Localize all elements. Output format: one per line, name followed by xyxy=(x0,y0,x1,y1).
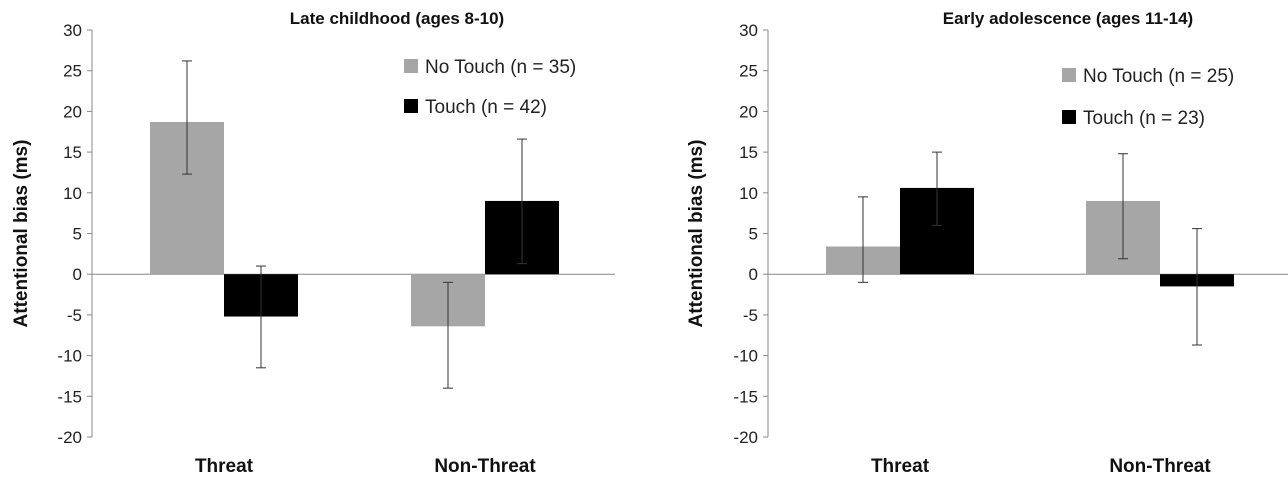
y-tick-label: -20 xyxy=(57,428,82,447)
category-label: Threat xyxy=(195,456,254,477)
category-label: Non-Threat xyxy=(1109,456,1211,477)
category-label: Threat xyxy=(871,456,930,477)
y-tick-label: 5 xyxy=(73,225,82,244)
chart-title: Late childhood (ages 8-10) xyxy=(290,9,504,28)
y-tick-label: -5 xyxy=(67,306,82,325)
y-tick-label: 0 xyxy=(749,265,758,284)
legend-label: No Touch (n = 35) xyxy=(425,57,576,78)
legend-swatch-touch xyxy=(404,99,418,113)
y-tick-label: 20 xyxy=(739,102,758,121)
legend-swatch-touch xyxy=(1062,110,1076,124)
y-tick-label: -15 xyxy=(733,387,758,406)
y-tick-label: -15 xyxy=(57,387,82,406)
y-tick-label: 30 xyxy=(63,21,82,40)
y-tick-label: -5 xyxy=(743,306,758,325)
y-tick-label: 10 xyxy=(739,184,758,203)
chart-panel-1: 30 25 20 15 10 5 0 -5 -10 -15 -20 Threat Non-Threat L… xyxy=(11,9,615,477)
legend-label: No Touch (n = 25) xyxy=(1083,66,1234,87)
legend-swatch-no-touch xyxy=(1062,68,1076,82)
y-tick-label: 15 xyxy=(63,143,82,162)
y-tick-label: 30 xyxy=(739,21,758,40)
y-tick-label: 5 xyxy=(749,225,758,244)
chart-title: Early adolescence (ages 11-14) xyxy=(943,9,1193,28)
legend-label: Touch (n = 23) xyxy=(1083,108,1205,129)
category-label: Non-Threat xyxy=(434,456,536,477)
y-tick-label: 25 xyxy=(739,62,758,81)
y-tick-label: 20 xyxy=(63,102,82,121)
y-tick-label: 10 xyxy=(63,184,82,203)
y-axis-label: Attentional bias (ms) xyxy=(686,140,707,328)
y-tick-label: -10 xyxy=(57,347,82,366)
chart-panel-2: 30 25 20 15 10 5 0 -5 -10 -15 -20 Threat Non-Threat E… xyxy=(686,9,1288,477)
y-tick-label: 25 xyxy=(63,62,82,81)
legend-swatch-no-touch xyxy=(404,59,418,73)
y-tick-label: -20 xyxy=(733,428,758,447)
y-tick-label: 15 xyxy=(739,143,758,162)
y-tick-label: 0 xyxy=(73,265,82,284)
legend-label: Touch (n = 42) xyxy=(425,97,547,118)
y-tick-label: -10 xyxy=(733,347,758,366)
y-axis-label: Attentional bias (ms) xyxy=(11,140,32,328)
